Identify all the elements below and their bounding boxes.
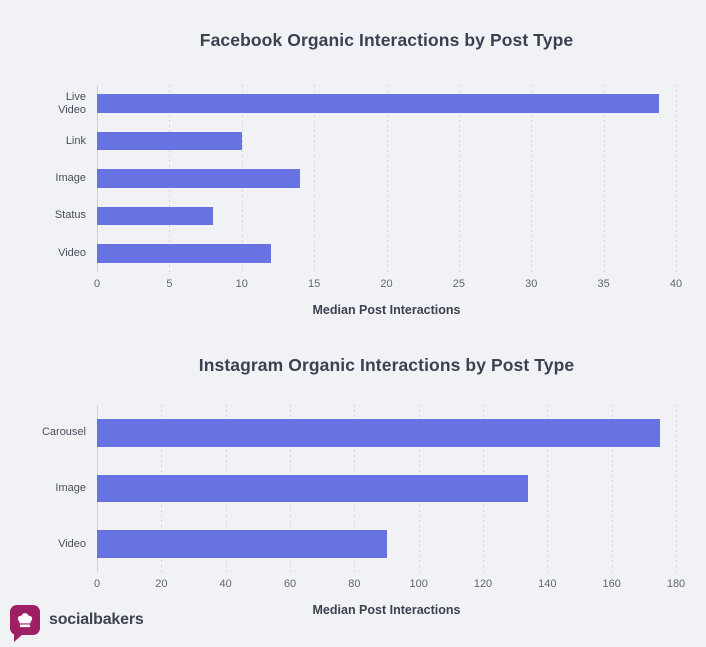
bar-row xyxy=(97,85,676,122)
facebook-chart-title: Facebook Organic Interactions by Post Ty… xyxy=(199,30,574,50)
x-axis: 0 5 10 15 20 25 30 35 40 xyxy=(0,278,706,292)
gridline xyxy=(386,85,388,272)
facebook-chart: Facebook Organic Interactions by Post Ty… xyxy=(0,0,706,317)
brand-footer: socialbakers xyxy=(10,605,144,642)
gridline xyxy=(314,85,316,272)
x-axis-title-row: Median Post Interactions xyxy=(0,603,706,617)
x-tick-label: 10 xyxy=(235,278,248,290)
instagram-chart: Instagram Organic Interactions by Post T… xyxy=(0,317,706,617)
x-axis-ticks: 0 20 40 60 80 100 120 140 160 180 xyxy=(93,578,685,592)
x-tick-label: 160 xyxy=(602,578,621,590)
instagram-chart-title: Instagram Organic Interactions by Post T… xyxy=(198,355,575,375)
bar-carousel xyxy=(97,418,660,447)
y-axis-labels: Carousel Image Video xyxy=(0,405,97,572)
x-tick-label: 120 xyxy=(473,578,493,590)
x-tick-label: 40 xyxy=(669,278,683,290)
chef-hat-icon xyxy=(17,613,33,628)
y-axis-labels: Live Video Link Image Status Video xyxy=(0,85,97,272)
axis-gutter-spacer xyxy=(0,278,97,292)
bar-image xyxy=(97,474,529,503)
x-tick-label: 100 xyxy=(409,578,428,590)
y-axis-label: Video xyxy=(58,537,86,550)
axis-gutter-spacer xyxy=(0,578,97,592)
x-tick-label: 180 xyxy=(666,578,686,590)
y-axis-label: Image xyxy=(55,482,86,494)
bar-row xyxy=(97,516,676,572)
bar-link xyxy=(97,131,242,151)
y-axis-label: Image xyxy=(55,172,86,185)
instagram-chart-body: Carousel Image Video xyxy=(0,405,706,572)
x-tick-label: 140 xyxy=(538,578,557,590)
x-tick-label: 0 xyxy=(93,578,101,590)
x-tick-label: 25 xyxy=(452,278,465,290)
socialbakers-logo-icon xyxy=(10,605,40,642)
x-tick-label: 0 xyxy=(93,278,101,290)
x-tick-label: 60 xyxy=(283,578,297,590)
bar-row xyxy=(97,122,676,159)
x-axis-ticks: 0 5 10 15 20 25 30 35 40 xyxy=(93,278,682,292)
gridline xyxy=(458,85,460,272)
x-tick-label: 20 xyxy=(155,578,168,590)
gridline xyxy=(603,85,605,272)
brand-name: socialbakers xyxy=(49,611,144,628)
plot-area xyxy=(97,85,677,272)
bars xyxy=(97,405,676,572)
y-axis-label: Status xyxy=(54,209,86,222)
bar-live-video xyxy=(97,94,659,114)
x-tick-label: 35 xyxy=(597,278,610,290)
bar-video xyxy=(97,243,271,263)
bar-row xyxy=(97,160,676,197)
x-axis-title: Median Post Interactions xyxy=(312,603,461,617)
bar-row xyxy=(97,405,676,461)
speech-bubble-tail xyxy=(14,634,23,642)
y-axis-label: Link xyxy=(65,134,86,147)
bar-video xyxy=(97,530,387,559)
axis-gutter-spacer xyxy=(0,303,97,317)
gridline xyxy=(611,405,613,572)
y-axis-label: Video xyxy=(58,246,86,259)
x-axis: 0 20 40 60 80 100 120 140 160 180 xyxy=(0,578,706,592)
gridline xyxy=(531,85,533,272)
x-tick-label: 30 xyxy=(525,278,538,290)
gridline xyxy=(676,85,677,272)
y-axis-label: Live Video xyxy=(58,90,86,116)
x-tick-label: 40 xyxy=(219,578,232,590)
plot-area xyxy=(97,405,677,572)
x-axis-title-row: Median Post Interactions xyxy=(0,303,706,317)
x-tick-label: 15 xyxy=(308,278,321,290)
x-tick-label: 5 xyxy=(166,278,173,290)
gridline xyxy=(547,405,549,572)
facebook-chart-body: Live Video Link Image Status Video xyxy=(0,85,706,272)
bar-row xyxy=(97,461,676,517)
y-axis-label: Carousel xyxy=(41,426,86,439)
bars xyxy=(97,85,676,272)
bar-row xyxy=(97,197,676,234)
bar-image xyxy=(97,169,300,188)
x-tick-label: 20 xyxy=(380,278,393,290)
x-axis-title: Median Post Interactions xyxy=(312,303,461,317)
bar-status xyxy=(97,206,213,226)
gridline xyxy=(676,405,677,572)
bar-row xyxy=(97,235,676,272)
x-tick-label: 80 xyxy=(348,578,361,590)
